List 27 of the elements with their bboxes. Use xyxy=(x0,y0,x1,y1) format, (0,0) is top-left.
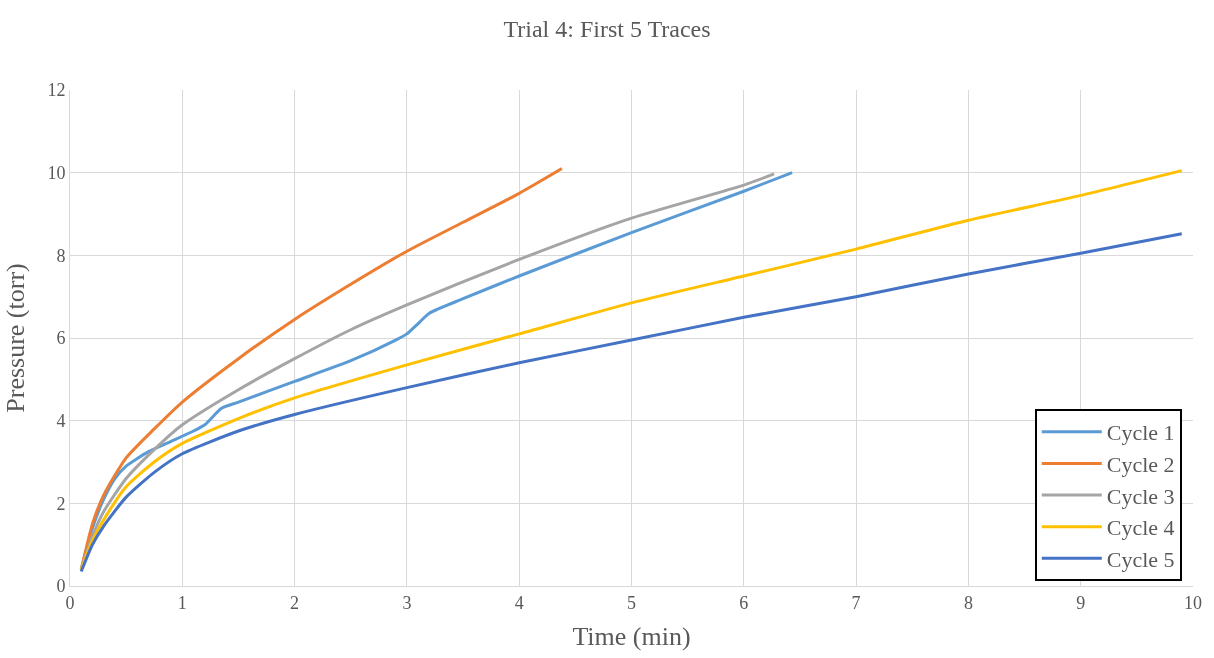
y-tick-label: 2 xyxy=(56,493,66,514)
chart-title: Trial 4: First 5 Traces xyxy=(503,15,711,42)
line-series xyxy=(79,232,1184,574)
x-tick-label: 4 xyxy=(514,592,524,613)
legend-label: Cycle 3 xyxy=(1106,483,1175,509)
y-tick-label: 4 xyxy=(56,410,66,431)
y-tick-label: 8 xyxy=(56,245,66,266)
x-tick-label: 6 xyxy=(739,592,749,613)
legend-label: Cycle 5 xyxy=(1106,546,1175,572)
x-tick-label: 1 xyxy=(177,592,187,613)
x-tick-label: 9 xyxy=(1076,592,1086,613)
x-axis-title: Time (min) xyxy=(572,622,691,652)
y-tick-label: 6 xyxy=(56,328,66,349)
x-tick-label: 5 xyxy=(627,592,636,613)
x-tick-label: 3 xyxy=(402,592,412,613)
x-tick-label: 7 xyxy=(851,592,861,613)
y-axis-title: Pressure (torr) xyxy=(0,263,30,413)
x-tick-label: 10 xyxy=(1184,592,1202,613)
y-tick-label: 12 xyxy=(47,80,66,101)
x-tick-label: 2 xyxy=(290,592,300,613)
y-tick-label: 0 xyxy=(56,576,66,597)
x-tick-label: 8 xyxy=(963,592,973,613)
legend-label: Cycle 1 xyxy=(1106,420,1175,446)
legend-label: Cycle 4 xyxy=(1106,515,1175,541)
legend-label: Cycle 2 xyxy=(1106,452,1175,478)
line-series xyxy=(79,169,1184,571)
y-tick-label: 10 xyxy=(47,162,66,183)
